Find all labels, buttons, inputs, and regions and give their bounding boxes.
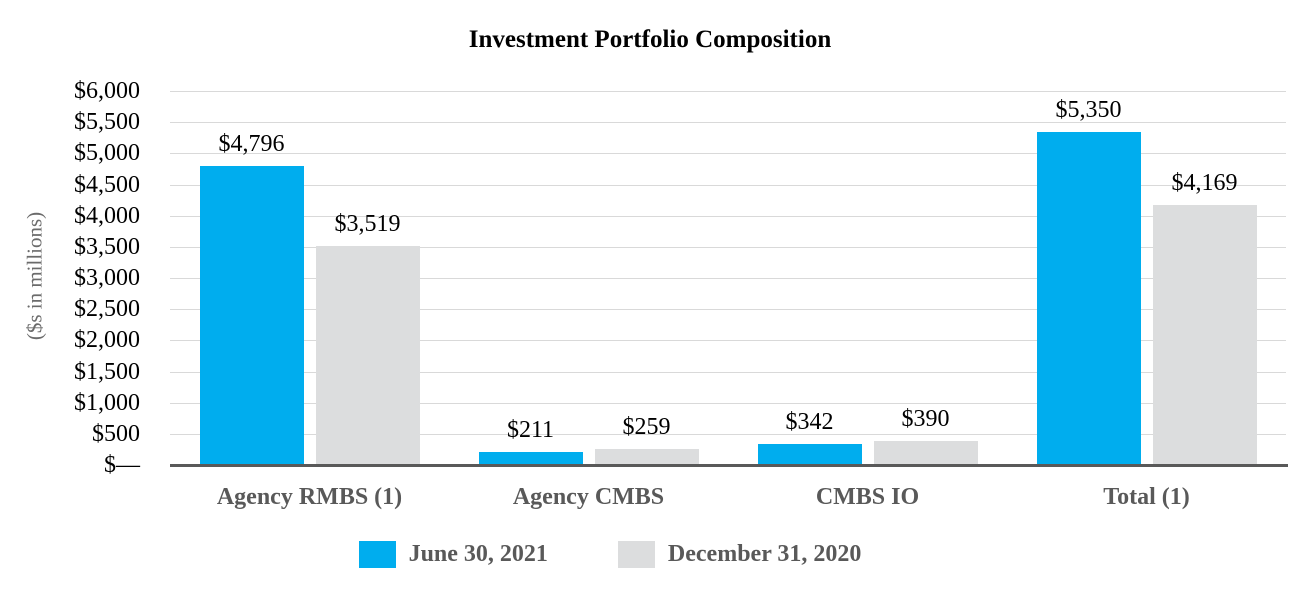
gridline <box>170 91 1286 92</box>
legend-item: December 31, 2020 <box>617 541 862 568</box>
gridline <box>170 246 1286 248</box>
y-tick-label: $1,000 <box>74 389 140 416</box>
gridline <box>170 122 1286 124</box>
gridline <box>170 215 1286 217</box>
bar <box>873 440 978 465</box>
gridline <box>170 309 1286 311</box>
y-tick-label: $1,500 <box>74 358 140 385</box>
gridline <box>170 278 1286 279</box>
x-axis-label: Agency CMBS <box>512 484 665 510</box>
x-axis-line <box>170 464 1288 467</box>
bar-value-label: $390 <box>901 405 950 432</box>
y-tick-label: $3,500 <box>74 233 140 260</box>
gridline <box>170 153 1286 155</box>
y-tick-label: $— <box>104 452 140 478</box>
bar <box>199 166 304 465</box>
bar-value-label: $4,169 <box>1171 170 1238 197</box>
y-tick-label: $5,000 <box>74 140 140 167</box>
bar-value-label: $3,519 <box>334 210 401 237</box>
bar-value-label: $5,350 <box>1055 96 1122 123</box>
legend-item: June 30, 2021 <box>358 541 548 568</box>
y-tick-label: $2,000 <box>74 327 140 354</box>
legend-label: June 30, 2021 <box>408 541 548 567</box>
bar <box>1036 131 1141 465</box>
y-axis: $— $500 $1,000 $1,500 $2,000 $2,500 $3,000 $3,5… <box>0 0 140 600</box>
legend-swatch <box>617 541 655 568</box>
gridline <box>170 184 1286 186</box>
bar <box>1152 205 1257 465</box>
legend-label: December 31, 2020 <box>667 541 862 567</box>
gridline <box>170 340 1286 342</box>
plot-area: $4,796 $3,519 $211 $259 $342 $390 $5,350 $4,169 <box>170 91 1286 465</box>
x-axis-label: Total (1) <box>1103 484 1190 510</box>
chart-title: Investment Portfolio Composition <box>468 26 832 53</box>
bar-value-label: $342 <box>785 408 834 435</box>
bar <box>594 448 699 465</box>
x-axis-label: CMBS IO <box>815 484 920 510</box>
bar <box>478 451 583 465</box>
y-tick-label: $4,500 <box>74 171 140 198</box>
y-tick-label: $6,000 <box>74 78 140 104</box>
y-tick-label: $5,500 <box>74 109 140 136</box>
legend-swatch <box>358 541 396 568</box>
bar <box>757 443 862 465</box>
bar-value-label: $4,796 <box>218 131 285 158</box>
y-tick-label: $500 <box>92 420 140 447</box>
gridline <box>170 371 1286 373</box>
bar-value-label: $259 <box>622 413 671 440</box>
x-axis: Agency RMBS (1) Agency CMBS CMBS IO Total (… <box>170 483 1286 513</box>
x-axis-label: Agency RMBS (1) <box>216 484 403 510</box>
y-tick-label: $2,500 <box>74 296 140 323</box>
y-tick-label: $4,000 <box>74 202 140 229</box>
gridline <box>170 402 1286 404</box>
gridline <box>170 433 1286 435</box>
bar <box>315 245 420 465</box>
bar-value-label: $211 <box>506 416 555 443</box>
legend: June 30, 2021 December 31, 2020 <box>0 541 1260 568</box>
y-tick-label: $3,000 <box>74 265 140 291</box>
